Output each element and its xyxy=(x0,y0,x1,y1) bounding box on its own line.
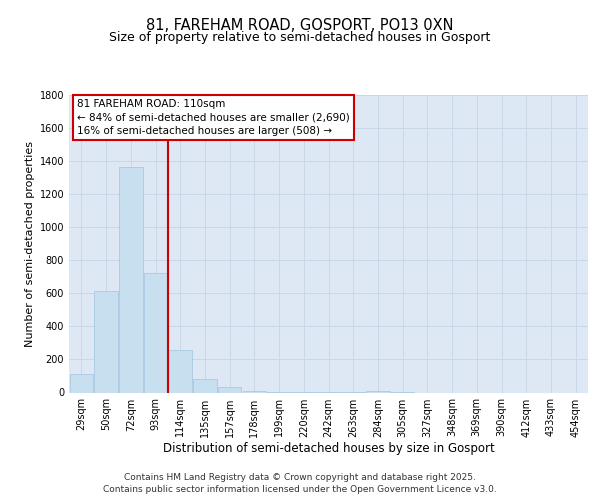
Bar xyxy=(169,350,192,393)
X-axis label: Distribution of semi-detached houses by size in Gosport: Distribution of semi-detached houses by … xyxy=(163,442,494,456)
Bar xyxy=(94,291,118,392)
Bar xyxy=(218,386,241,392)
Text: 81 FAREHAM ROAD: 110sqm
← 84% of semi-detached houses are smaller (2,690)
16% of: 81 FAREHAM ROAD: 110sqm ← 84% of semi-de… xyxy=(77,100,350,136)
Bar xyxy=(193,380,217,392)
Bar xyxy=(366,391,389,392)
Y-axis label: Number of semi-detached properties: Number of semi-detached properties xyxy=(25,141,35,347)
Text: Contains HM Land Registry data © Crown copyright and database right 2025.
Contai: Contains HM Land Registry data © Crown c… xyxy=(103,472,497,494)
Text: 81, FAREHAM ROAD, GOSPORT, PO13 0XN: 81, FAREHAM ROAD, GOSPORT, PO13 0XN xyxy=(146,18,454,32)
Bar xyxy=(70,374,93,392)
Bar xyxy=(119,167,143,392)
Bar xyxy=(144,272,167,392)
Text: Size of property relative to semi-detached houses in Gosport: Size of property relative to semi-detach… xyxy=(109,31,491,44)
Bar xyxy=(242,391,266,392)
